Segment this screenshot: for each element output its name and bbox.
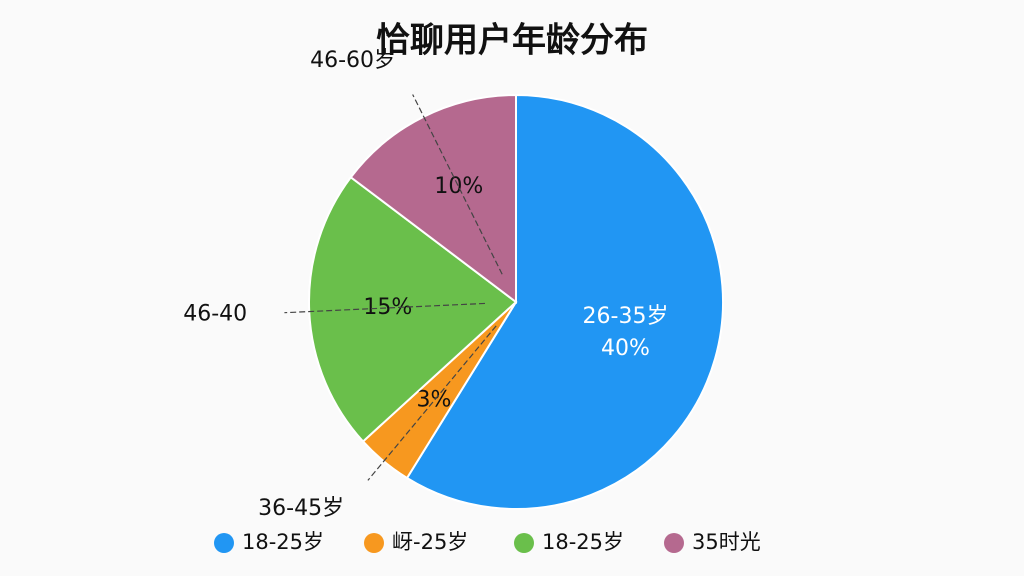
slice-label: 46-60岁 bbox=[310, 48, 396, 73]
leader-line bbox=[284, 302, 486, 314]
chart-title: 恰聊用户年龄分布 bbox=[376, 21, 648, 61]
pie: 26-35岁 40% 3% 36-45岁 15% 46-40 10% 46-60岁 bbox=[183, 48, 724, 521]
legend-label: 18-25岁 bbox=[242, 530, 324, 554]
value-label: 15% bbox=[363, 295, 412, 320]
legend: 18-25岁 岈-25岁 18-25岁 35时光 bbox=[214, 530, 761, 554]
legend-swatch bbox=[514, 533, 534, 553]
legend-swatch bbox=[364, 533, 384, 553]
value-label: 3% bbox=[417, 388, 452, 413]
leader-line bbox=[367, 325, 497, 481]
legend-swatch bbox=[664, 533, 684, 553]
value-label: 10% bbox=[434, 174, 483, 199]
slice-label: 36-45岁 bbox=[258, 496, 344, 521]
leader-line bbox=[412, 94, 503, 275]
legend-label: 35时光 bbox=[692, 530, 761, 554]
legend-label: 岈-25岁 bbox=[392, 530, 468, 554]
legend-label: 18-25岁 bbox=[542, 530, 624, 554]
slice-label: 46-40 bbox=[183, 301, 247, 326]
value-label: 40% bbox=[601, 336, 650, 361]
pie-slice bbox=[405, 93, 724, 510]
legend-swatch bbox=[214, 533, 234, 553]
slice-label: 26-35岁 bbox=[583, 304, 669, 329]
